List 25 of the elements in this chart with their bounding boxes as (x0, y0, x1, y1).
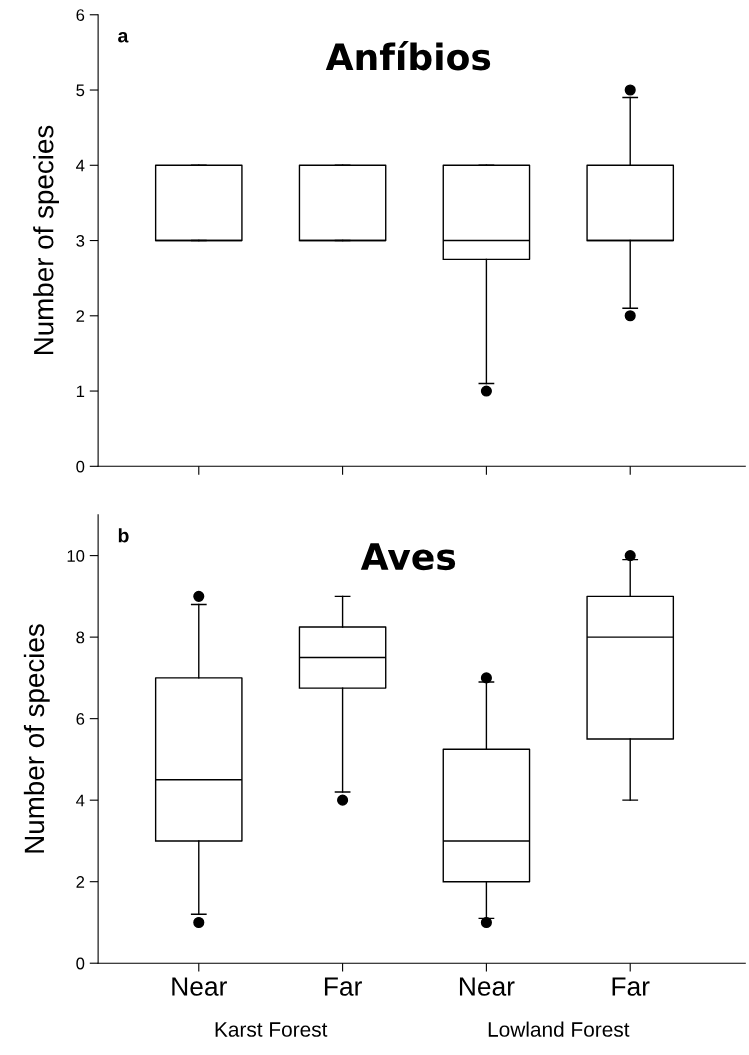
text: Aves (360, 543, 456, 571)
y-tick-label: 6 (76, 9, 85, 21)
text: Anfíbios (325, 41, 491, 71)
y-tick-label: 4 (76, 159, 85, 172)
y-axis-title: Number of species (33, 125, 59, 355)
y-tick-label: 0 (76, 957, 85, 970)
y-axis-title: Number of species (23, 624, 50, 853)
y-tick-label: 0 (76, 460, 85, 473)
y-tick-label: 6 (76, 713, 85, 725)
y-tick-label: 2 (76, 876, 85, 888)
annotation: a (118, 31, 129, 43)
y-tick-label: 1 (76, 385, 85, 398)
y-tick-label: 3 (76, 234, 85, 247)
y-tick-label: 5 (76, 84, 85, 97)
x-tick-label: Near (172, 977, 227, 996)
text: Karst Forest (215, 1022, 328, 1037)
annotation: b (118, 528, 129, 543)
y-tick-label: 2 (76, 310, 85, 322)
y-tick-label: 8 (76, 631, 85, 644)
x-tick-label: Far (612, 977, 650, 996)
y-tick-label: 4 (76, 794, 85, 807)
y-tick-label: 10 (67, 550, 85, 562)
x-tick-label: Far (324, 977, 362, 996)
text: Lowland Forest (488, 1021, 630, 1037)
x-tick-label: Near (459, 977, 515, 996)
